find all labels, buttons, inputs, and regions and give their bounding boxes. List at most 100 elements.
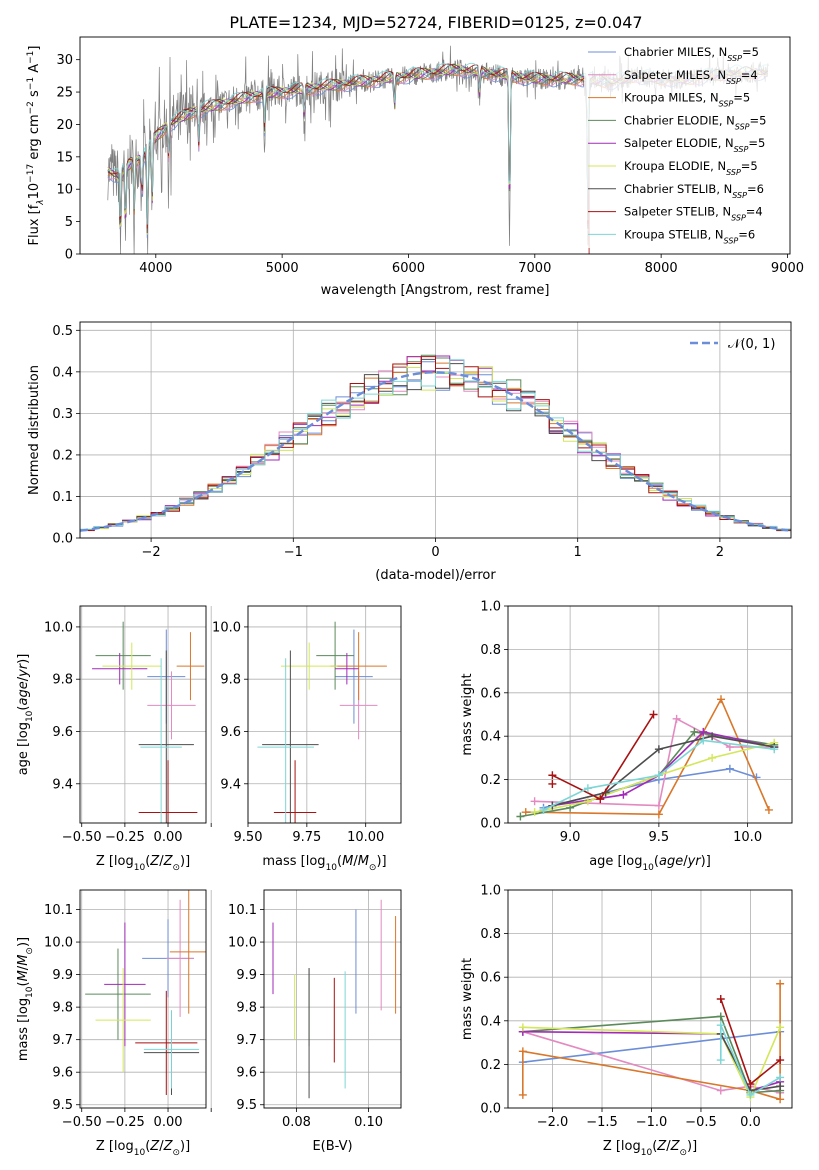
label-part: 10 — [641, 1148, 653, 1158]
y-tick-label: 0.8 — [480, 927, 501, 942]
x-tick-label: 9000 — [771, 261, 804, 276]
errorbar-point — [92, 653, 148, 685]
x-tick-label: 0.0 — [740, 1115, 761, 1130]
weight-vs-age-plot — [516, 695, 779, 821]
weight-marker — [725, 764, 734, 773]
y-tick-label: 1.0 — [480, 884, 501, 899]
normal-curve — [80, 371, 789, 532]
weight-marker — [583, 784, 592, 793]
weight-marker — [776, 1073, 785, 1082]
weight-marker — [596, 795, 605, 804]
label-part: Z — [163, 1139, 174, 1154]
label-part: Flux [f — [27, 204, 42, 245]
x-tick-label: −1.0 — [636, 1115, 668, 1130]
legend-value: =5 — [733, 91, 750, 105]
legend-text: Chabrier MILES, N — [624, 45, 727, 59]
label-part: 10 — [326, 863, 338, 873]
label-part: 10 — [25, 710, 35, 722]
label-part: M — [358, 854, 369, 869]
errorbar-point — [104, 922, 146, 1047]
y-tick-label: 9.4 — [52, 777, 73, 792]
errorbar-point — [85, 948, 151, 1040]
axes-frame — [507, 605, 793, 824]
legend-text: Salpeter MILES, N — [624, 68, 726, 82]
errorbar-point — [257, 658, 314, 823]
errorbar-point — [140, 658, 182, 823]
legend-text: Chabrier STELIB, N — [624, 182, 732, 196]
errorbar-point — [95, 621, 151, 690]
errorbar-point — [335, 653, 359, 685]
label-part: ( — [16, 706, 31, 711]
weight-marker — [708, 753, 717, 762]
weight-marker — [654, 810, 663, 819]
legend-subscript: SSP — [732, 190, 747, 199]
label-part: Z [log — [96, 854, 134, 869]
errorbar-point — [166, 899, 194, 1017]
label-part: )] — [180, 854, 190, 869]
weight-marker — [716, 1056, 725, 1065]
y-tick-label: 10.1 — [228, 903, 257, 918]
weight-marker — [649, 710, 658, 719]
legend-subscript: SSP — [726, 168, 741, 177]
label-part: )] — [16, 937, 31, 947]
histogram-kroupa-stelib — [80, 359, 791, 533]
label-part: yr — [16, 662, 31, 678]
weight-marker — [530, 797, 539, 806]
y-tick-label: 1.0 — [480, 600, 501, 615]
x-tick-label: −0.25 — [105, 1115, 145, 1130]
label-part: Z — [149, 854, 160, 869]
label-part: M — [16, 955, 31, 966]
weight-marker — [672, 714, 681, 723]
x-axis-label: Z [log10(Z/Z⊙)] — [603, 1139, 697, 1158]
label-part: 10 — [134, 1148, 146, 1158]
weight-vs-Z-plot — [518, 979, 785, 1104]
legend-text: Kroupa ELODIE, N — [624, 159, 726, 173]
axes-frame — [79, 321, 792, 539]
label-part: Z — [163, 854, 174, 869]
legend-value: =6 — [738, 227, 755, 241]
y-tick-label: 0.3 — [52, 407, 73, 422]
weight-marker — [518, 1047, 527, 1056]
legend-entry: Chabrier MILES, NSSP=5 — [624, 45, 759, 63]
weight-marker — [776, 1082, 785, 1091]
y-tick-label: 9.6 — [236, 1066, 257, 1081]
weight-marker — [746, 1080, 755, 1089]
weight-marker — [530, 808, 539, 817]
legend-subscript: SSP — [724, 236, 739, 245]
y-tick-label: 9.7 — [52, 1033, 73, 1048]
y-tick-label: 0.4 — [480, 730, 501, 745]
y-tick-label: 9.8 — [220, 673, 241, 688]
weight-line-salpeter-miles — [534, 717, 775, 807]
weight-marker — [708, 732, 717, 741]
residuals-plot — [80, 354, 791, 533]
age-vs-mass-plot — [257, 621, 387, 823]
y-tick-label: 9.9 — [236, 968, 257, 983]
label-part: 10 — [134, 863, 146, 873]
weight-marker — [654, 745, 663, 754]
x-axis-label: E(B-V) — [312, 1139, 352, 1154]
errorbar-point — [169, 890, 206, 1014]
y-tick-label: 9.8 — [52, 673, 73, 688]
legend-subscript: SSP — [719, 99, 734, 108]
x-tick-label: −0.50 — [62, 830, 102, 845]
y-axis-label: mass weight — [460, 958, 475, 1040]
x-axis-label: (data-model)/error — [375, 568, 496, 583]
y-tick-label: 0.6 — [480, 686, 501, 701]
legend-entry: Salpeter ELODIE, NSSP=5 — [624, 136, 765, 154]
weight-marker — [690, 727, 699, 736]
label-part: / — [159, 854, 164, 869]
x-tick-label: 1 — [574, 545, 582, 560]
axes-frame — [247, 605, 402, 824]
y-tick-label: 0.8 — [480, 643, 501, 658]
legend-text: Kroupa MILES, N — [624, 91, 719, 105]
legend-entry: Kroupa MILES, NSSP=5 — [624, 91, 750, 109]
label-part: M — [16, 970, 31, 981]
label-part: ] — [27, 46, 42, 51]
label-part: ⊙ — [25, 947, 35, 955]
y-tick-label: 25 — [56, 86, 73, 101]
legend-value: =4 — [746, 205, 763, 219]
label-part: / — [159, 1139, 164, 1154]
axes-frame — [507, 889, 793, 1109]
weight-marker — [548, 779, 557, 788]
weight-marker — [776, 1095, 785, 1104]
